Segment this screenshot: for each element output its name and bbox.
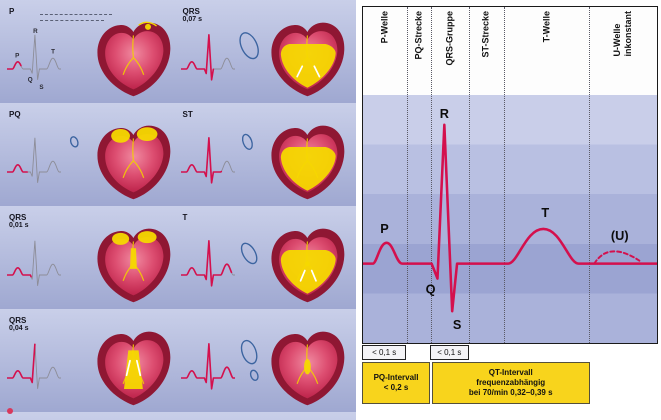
leader-line [40,20,104,21]
mini-ecg-trace [180,136,235,184]
vector-loop [241,133,253,150]
conduction-node [303,359,311,375]
column-divider [430,7,432,343]
wave-label-u: (U) [611,228,629,243]
atrial-excitation [112,232,130,245]
p-duration-box: < 0,1 s [362,345,407,360]
heart-illustration [96,227,171,303]
phase-label: ST [182,110,193,119]
column-divider [504,7,506,343]
septal-excitation [130,248,137,269]
mini-ecg-trace [7,136,61,184]
repolarization-arrows [299,269,317,282]
spread-arrows [125,359,142,377]
u-wave-dashed [593,250,641,265]
column-divider [468,7,470,343]
atrial-excitation [137,231,157,244]
phase-label: QRS 0,04 s [9,316,29,333]
sinus-node-excitation [145,23,151,30]
ecg-interval-diagram: P-Welle PQ-Strecke QRS-Gruppe ST-Strecke… [356,0,661,420]
phase-panel-qrs-001: QRS 0,01 s [6,211,178,312]
heart-illustration [96,330,171,406]
heart-illustration [69,124,171,200]
heart-illustration [238,21,345,97]
vector-loop [240,339,257,365]
mini-ecg-trace [7,239,61,287]
septal-apical-excitation [124,350,143,389]
column-divider [589,7,591,343]
qt-interval-box: QT-Intervall frequenzabhängig bei 70/min… [431,362,590,404]
phase-label: QRS 0,07 s [182,7,202,24]
header-col-t-welle: T-Welle [541,11,552,43]
column-divider [407,7,409,343]
heart-illustration [240,330,345,406]
interval-footer: < 0,1 s < 0,1 s PQ-Intervall < 0,2 s QT-… [362,344,658,410]
mini-ecg-trace [180,33,235,81]
ecg-trace [363,123,657,313]
interval-header: P-Welle PQ-Strecke QRS-Gruppe ST-Strecke… [363,7,657,95]
vector-loop [249,369,259,381]
phase-panel-t: T [180,211,352,312]
header-col-pq-strecke: PQ-Strecke [413,11,424,60]
atrial-excitation-arc [138,21,157,27]
vector-loop [69,136,79,148]
ecg-letter-t: T [51,49,55,56]
phase-label: P [9,7,15,16]
repolarizing-ventricles [280,250,336,294]
header-col-u-welle: U-Welle inkonstant [612,11,634,57]
mini-ecg-trace: R P Q S T [7,28,61,91]
wave-label-t: T [541,205,549,220]
wave-label-r: R [440,106,449,121]
mini-ecg-trace [7,342,61,390]
header-col-qrs-gruppe: QRS-Gruppe [444,11,455,66]
wave-label-s: S [453,317,462,332]
phase-panel-recovery [180,314,352,415]
ecg-letter-r: R [33,28,38,35]
mini-ecg-trace [180,342,235,390]
phase-panel-pq: PQ [6,108,178,209]
ecg-curve: P Q R S T (U) [363,106,657,332]
vector-loop [238,32,259,60]
header-col-st-strecke: ST-Strecke [481,11,492,58]
heart-illustration [240,227,345,303]
wave-label-q: Q [426,281,436,296]
ecg-letter-p: P [15,52,19,59]
vector-loop [240,242,257,265]
atrial-excitation [136,127,158,141]
phase-panel-qrs-007: QRS 0,07 s [180,5,352,106]
heart-phase-grid: P R P Q S T [0,0,356,420]
phase-label: T [182,213,188,222]
phase-label: QRS 0,01 s [9,213,29,230]
heart-illustration [96,21,171,97]
ventricular-excitation [280,44,336,88]
leader-line [40,14,112,15]
phase-label: PQ [9,110,21,119]
ecg-curve-area: P Q R S T (U) [363,95,657,343]
qrs-duration-box: < 0,1 s [430,345,469,360]
phase-panel-st: ST [180,108,352,209]
header-col-p-welle: P-Welle [379,11,390,44]
pq-interval-box: PQ-Intervall < 0,2 s [362,362,431,404]
spread-arrows [295,65,320,78]
phase-panel-p: P R P Q S T [6,5,178,106]
ecg-letter-s: S [39,84,43,91]
ecg-letter-q: Q [28,77,33,84]
ventricular-excitation [280,147,336,191]
mini-ecg-trace [180,239,235,287]
page-marker-dot [7,408,13,414]
atrial-excitation [111,129,130,143]
heart-illustration [241,124,345,200]
diagram-frame: P-Welle PQ-Strecke QRS-Gruppe ST-Strecke… [362,6,658,344]
phase-panel-qrs-004: QRS 0,04 s [6,314,178,415]
conduction-node [304,261,310,267]
wave-label-p: P [380,221,389,236]
